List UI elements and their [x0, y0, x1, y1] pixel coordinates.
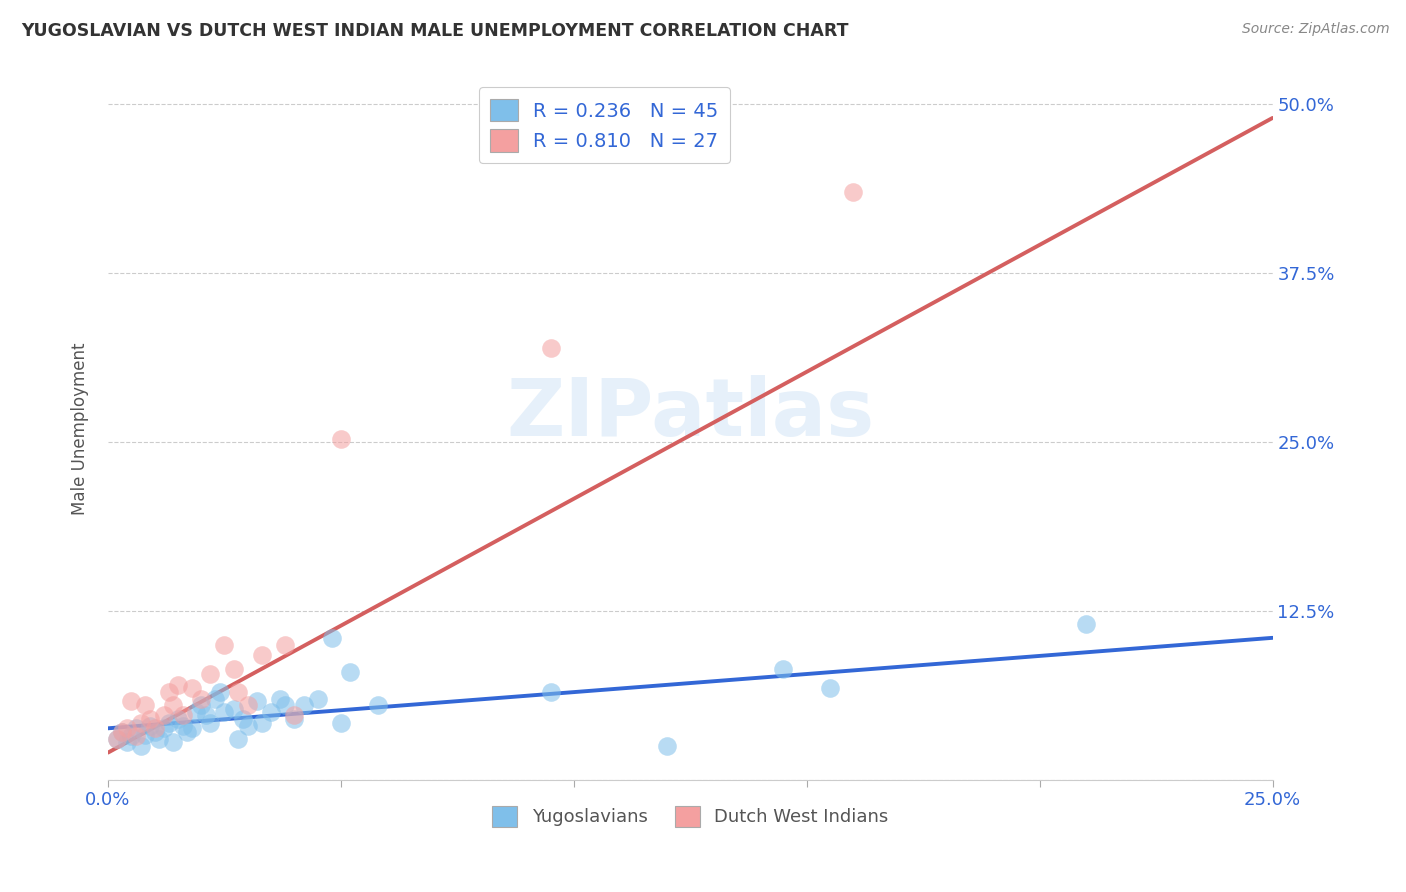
Point	[367, 698, 389, 713]
Point	[260, 705, 283, 719]
Point	[274, 638, 297, 652]
Point	[125, 721, 148, 735]
Point	[655, 739, 678, 753]
Point	[772, 662, 794, 676]
Point	[134, 728, 156, 742]
Point	[236, 698, 259, 713]
Point	[139, 718, 162, 732]
Point	[190, 698, 212, 713]
Point	[172, 718, 194, 732]
Point	[283, 712, 305, 726]
Point	[208, 685, 231, 699]
Point	[167, 712, 190, 726]
Point	[153, 707, 176, 722]
Point	[180, 681, 202, 695]
Point	[321, 631, 343, 645]
Point	[153, 721, 176, 735]
Point	[190, 691, 212, 706]
Point	[228, 732, 250, 747]
Point	[1076, 617, 1098, 632]
Point	[246, 694, 269, 708]
Point	[139, 712, 162, 726]
Point	[339, 665, 361, 679]
Point	[172, 707, 194, 722]
Point	[540, 341, 562, 355]
Point	[111, 725, 134, 739]
Point	[283, 707, 305, 722]
Point	[129, 739, 152, 753]
Legend: Yugoslavians, Dutch West Indians: Yugoslavians, Dutch West Indians	[485, 798, 896, 834]
Text: Source: ZipAtlas.com: Source: ZipAtlas.com	[1241, 22, 1389, 37]
Point	[176, 725, 198, 739]
Point	[250, 648, 273, 663]
Point	[120, 694, 142, 708]
Point	[329, 715, 352, 730]
Point	[129, 715, 152, 730]
Point	[143, 725, 166, 739]
Point	[157, 715, 180, 730]
Point	[115, 721, 138, 735]
Point	[111, 725, 134, 739]
Point	[200, 667, 222, 681]
Point	[214, 638, 236, 652]
Text: YUGOSLAVIAN VS DUTCH WEST INDIAN MALE UNEMPLOYMENT CORRELATION CHART: YUGOSLAVIAN VS DUTCH WEST INDIAN MALE UN…	[21, 22, 849, 40]
Y-axis label: Male Unemployment: Male Unemployment	[72, 343, 89, 515]
Point	[105, 732, 128, 747]
Text: ZIPatlas: ZIPatlas	[506, 376, 875, 453]
Point	[329, 433, 352, 447]
Point	[148, 732, 170, 747]
Point	[292, 698, 315, 713]
Point	[274, 698, 297, 713]
Point	[214, 705, 236, 719]
Point	[232, 712, 254, 726]
Point	[222, 702, 245, 716]
Point	[134, 698, 156, 713]
Point	[200, 715, 222, 730]
Point	[143, 721, 166, 735]
Point	[269, 691, 291, 706]
Point	[236, 718, 259, 732]
Point	[540, 685, 562, 699]
Point	[307, 691, 329, 706]
Point	[115, 735, 138, 749]
Point	[250, 715, 273, 730]
Point	[222, 662, 245, 676]
Point	[818, 681, 841, 695]
Point	[162, 735, 184, 749]
Point	[162, 698, 184, 713]
Point	[204, 691, 226, 706]
Point	[125, 730, 148, 744]
Point	[228, 685, 250, 699]
Point	[186, 705, 208, 719]
Point	[180, 721, 202, 735]
Point	[120, 730, 142, 744]
Point	[194, 707, 217, 722]
Point	[842, 185, 865, 199]
Point	[105, 732, 128, 747]
Point	[167, 678, 190, 692]
Point	[157, 685, 180, 699]
